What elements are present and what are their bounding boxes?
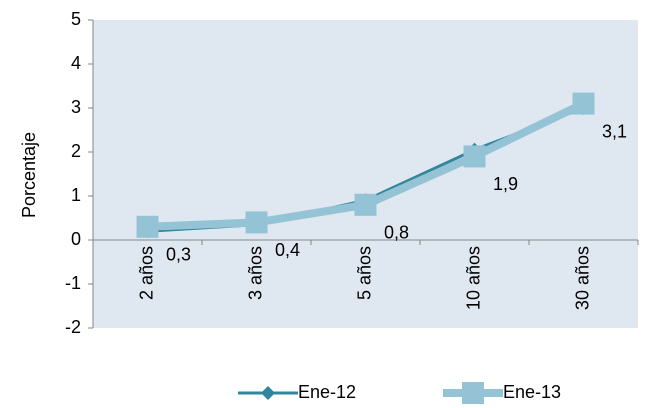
marker bbox=[136, 215, 159, 238]
data-label: 3,1 bbox=[602, 121, 627, 141]
y-tick-label: 2 bbox=[71, 141, 81, 161]
y-tick-label: 0 bbox=[71, 229, 81, 249]
x-tick-label: 3 años bbox=[245, 246, 265, 300]
y-tick-label: 1 bbox=[71, 185, 81, 205]
legend-label: Ene-13 bbox=[503, 382, 561, 402]
y-tick-label: 5 bbox=[71, 9, 81, 29]
data-label: 0,4 bbox=[275, 240, 300, 260]
x-tick-label: 5 años bbox=[354, 246, 374, 300]
x-tick-label: 2 años bbox=[136, 246, 156, 300]
y-tick-label: -2 bbox=[65, 317, 81, 337]
plot-area bbox=[93, 20, 638, 328]
x-tick-label: 10 años bbox=[463, 246, 483, 310]
marker bbox=[245, 211, 268, 234]
marker bbox=[572, 92, 595, 115]
legend-label: Ene-12 bbox=[298, 382, 356, 402]
marker bbox=[261, 386, 275, 400]
x-tick-label: 30 años bbox=[572, 246, 592, 310]
marker bbox=[354, 193, 377, 216]
data-label: 0,8 bbox=[384, 223, 409, 243]
data-label: 0,3 bbox=[166, 245, 191, 265]
marker bbox=[462, 382, 484, 404]
marker bbox=[463, 145, 486, 168]
y-axis-label: Porcentaje bbox=[19, 132, 39, 218]
data-label: 1,9 bbox=[493, 174, 518, 194]
y-tick-label: -1 bbox=[65, 273, 81, 293]
y-tick-label: 4 bbox=[71, 53, 81, 73]
y-tick-label: 3 bbox=[71, 97, 81, 117]
